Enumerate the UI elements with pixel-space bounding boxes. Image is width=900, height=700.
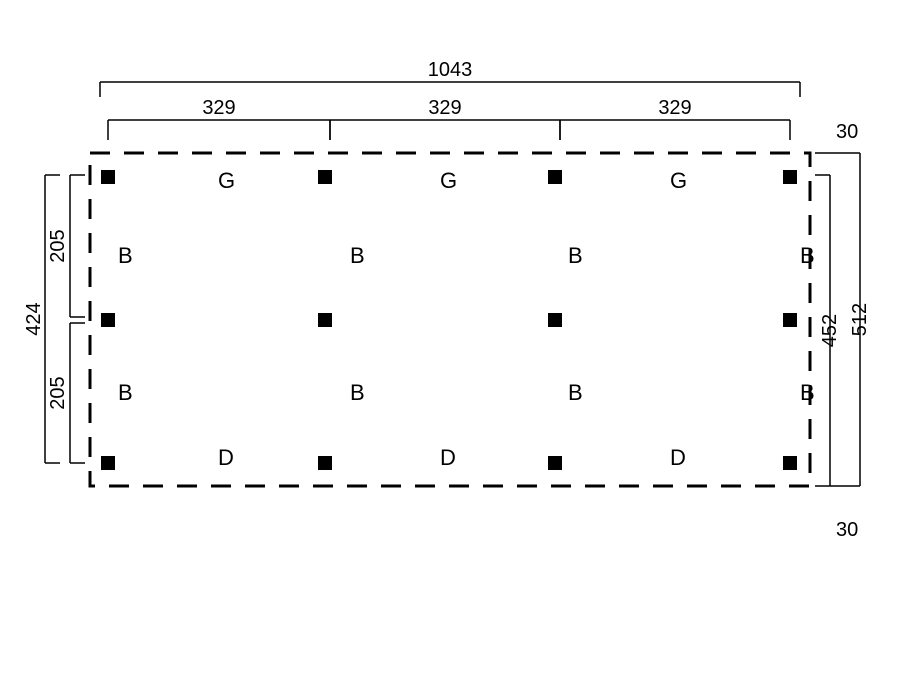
grid-label: B bbox=[568, 243, 583, 268]
post bbox=[548, 456, 562, 470]
dim-value-bot-gap: 30 bbox=[836, 519, 858, 541]
post bbox=[783, 456, 797, 470]
dim-value-left-half: 205 bbox=[47, 376, 69, 409]
post bbox=[783, 170, 797, 184]
post bbox=[318, 313, 332, 327]
dim-value-top-gap: 30 bbox=[836, 121, 858, 143]
grid-label: G bbox=[440, 168, 457, 193]
grid-label: G bbox=[218, 168, 235, 193]
post bbox=[101, 456, 115, 470]
grid-label: D bbox=[440, 445, 456, 470]
post bbox=[548, 313, 562, 327]
outline-rect bbox=[90, 153, 810, 486]
dim-value-top-total: 1043 bbox=[428, 59, 473, 81]
grid-label: B bbox=[800, 380, 815, 405]
dim-value-top-third: 329 bbox=[428, 97, 461, 119]
grid-label: B bbox=[350, 380, 365, 405]
grid-label: B bbox=[800, 243, 815, 268]
dim-value-left-total: 424 bbox=[23, 302, 45, 335]
dim-value-right-total: 512 bbox=[849, 303, 871, 336]
post bbox=[318, 170, 332, 184]
grid-label: B bbox=[118, 380, 133, 405]
dim-value-right-inner: 452 bbox=[819, 314, 841, 347]
grid-label: D bbox=[670, 445, 686, 470]
grid-label: B bbox=[568, 380, 583, 405]
post bbox=[783, 313, 797, 327]
grid-label: D bbox=[218, 445, 234, 470]
post bbox=[101, 170, 115, 184]
dim-value-left-half: 205 bbox=[47, 229, 69, 262]
grid-label: B bbox=[118, 243, 133, 268]
grid-label: G bbox=[670, 168, 687, 193]
post bbox=[101, 313, 115, 327]
grid-label: B bbox=[350, 243, 365, 268]
post bbox=[318, 456, 332, 470]
post bbox=[548, 170, 562, 184]
dim-value-top-third: 329 bbox=[202, 97, 235, 119]
dim-value-top-third: 329 bbox=[658, 97, 691, 119]
